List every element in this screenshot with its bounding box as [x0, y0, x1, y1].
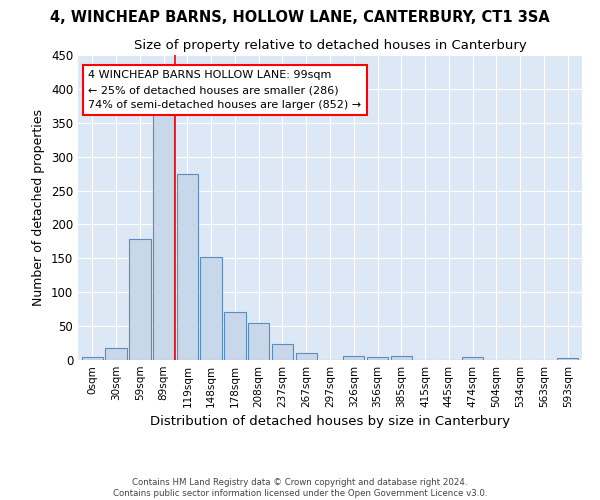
Bar	[82, 358, 103, 360]
Bar	[296, 353, 317, 360]
Bar	[462, 358, 484, 360]
Bar	[106, 348, 127, 360]
Bar	[176, 174, 198, 360]
Bar	[248, 324, 269, 360]
Bar	[367, 356, 388, 360]
Text: 4 WINCHEAP BARNS HOLLOW LANE: 99sqm
← 25% of detached houses are smaller (286)
7: 4 WINCHEAP BARNS HOLLOW LANE: 99sqm ← 25…	[88, 70, 361, 110]
Text: 4, WINCHEAP BARNS, HOLLOW LANE, CANTERBURY, CT1 3SA: 4, WINCHEAP BARNS, HOLLOW LANE, CANTERBU…	[50, 10, 550, 25]
Bar	[153, 112, 174, 360]
Bar	[343, 356, 364, 360]
Text: Contains HM Land Registry data © Crown copyright and database right 2024.
Contai: Contains HM Land Registry data © Crown c…	[113, 478, 487, 498]
Bar	[557, 358, 578, 360]
Bar	[272, 344, 293, 360]
Bar	[129, 240, 151, 360]
Bar	[224, 312, 245, 360]
Bar	[200, 257, 222, 360]
X-axis label: Distribution of detached houses by size in Canterbury: Distribution of detached houses by size …	[150, 416, 510, 428]
Title: Size of property relative to detached houses in Canterbury: Size of property relative to detached ho…	[134, 40, 526, 52]
Bar	[391, 356, 412, 360]
Y-axis label: Number of detached properties: Number of detached properties	[32, 109, 46, 306]
